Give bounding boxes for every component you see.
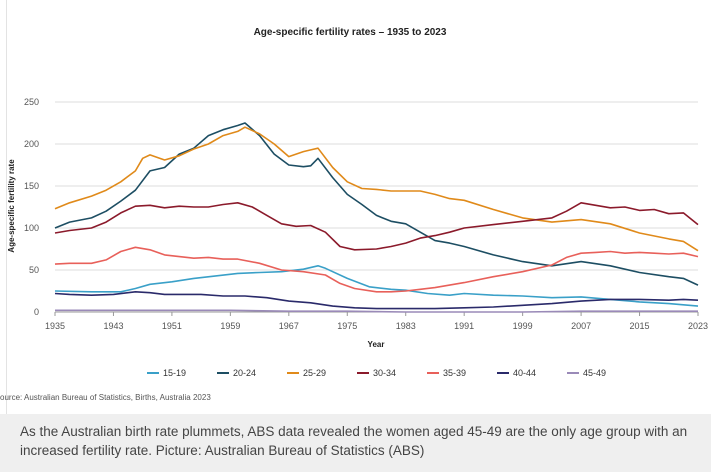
legend-label-40-44: 40-44 bbox=[513, 368, 536, 378]
series-line-15-19 bbox=[54, 265, 699, 307]
x-tick-label: 1959 bbox=[220, 321, 240, 331]
chart-title: Age-specific fertility rates – 1935 to 2… bbox=[254, 27, 447, 38]
legend-label-35-39: 35-39 bbox=[443, 368, 466, 378]
x-axis-label: Year bbox=[368, 340, 385, 349]
x-tick-label: 1983 bbox=[396, 321, 416, 331]
legend-label-15-19: 15-19 bbox=[163, 368, 186, 378]
x-tick-label: 2007 bbox=[571, 321, 591, 331]
legend-label-20-24: 20-24 bbox=[233, 368, 256, 378]
x-tick-label: 1967 bbox=[279, 321, 299, 331]
series-line-45-49 bbox=[55, 309, 698, 313]
y-tick-label: 200 bbox=[24, 139, 39, 149]
x-tick-label: 1943 bbox=[103, 321, 123, 331]
series-line-35-39 bbox=[54, 246, 699, 293]
x-tick-label: 1999 bbox=[513, 321, 533, 331]
y-axis-label: Age-specific fertility rate bbox=[7, 159, 16, 253]
axis-ticks: 0 50 100 150 200 250 1935 1943 1951 1959 1967 1975 1… bbox=[24, 97, 708, 331]
panel-divider bbox=[6, 0, 7, 414]
gridlines bbox=[55, 101, 698, 313]
series-line-20-24 bbox=[54, 122, 699, 286]
legend: 15-19 20-24 25-29 30-34 35-39 40-44 45-49 bbox=[147, 368, 606, 378]
legend-label-45-49: 45-49 bbox=[583, 368, 606, 378]
legend-label-25-29: 25-29 bbox=[303, 368, 326, 378]
source-note: ource: Australian Bureau of Statistics, … bbox=[0, 393, 211, 402]
x-tick-label: 1951 bbox=[162, 321, 182, 331]
x-tick-label: 2015 bbox=[630, 321, 650, 331]
fertility-rate-chart: Age-specific fertility rates – 1935 to 2… bbox=[7, 27, 708, 378]
series-line-30-34 bbox=[54, 202, 699, 251]
series-lines bbox=[54, 122, 699, 313]
series-line-40-44 bbox=[54, 291, 699, 310]
x-tick-label: 2023 bbox=[688, 321, 708, 331]
image-caption: As the Australian birth rate plummets, A… bbox=[0, 414, 711, 472]
x-tick-label: 1975 bbox=[337, 321, 357, 331]
x-tick-label: 1991 bbox=[454, 321, 474, 331]
y-tick-label: 50 bbox=[29, 265, 39, 275]
y-tick-label: 0 bbox=[34, 307, 39, 317]
y-tick-label: 100 bbox=[24, 223, 39, 233]
series-line-25-29 bbox=[54, 126, 699, 252]
x-tick-label: 1935 bbox=[45, 321, 65, 331]
legend-label-30-34: 30-34 bbox=[373, 368, 396, 378]
chart-panel: Age-specific fertility rates – 1935 to 2… bbox=[0, 0, 709, 414]
y-tick-label: 250 bbox=[24, 97, 39, 107]
y-tick-label: 150 bbox=[24, 181, 39, 191]
